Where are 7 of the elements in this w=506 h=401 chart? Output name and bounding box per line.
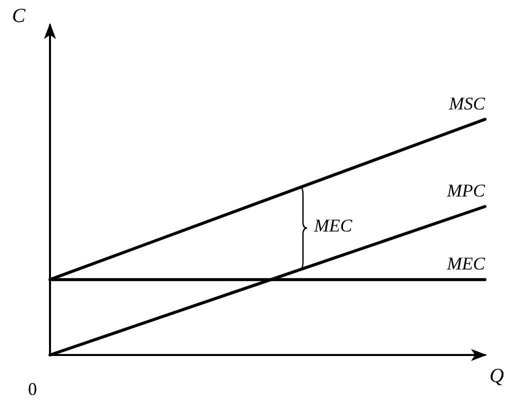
- series-label: MEC: [446, 254, 486, 274]
- annotation: MEC: [313, 216, 354, 236]
- series-label: MSC: [448, 93, 486, 114]
- y-axis-title: C: [12, 5, 26, 27]
- text: 0: [28, 379, 37, 399]
- x-axis-title: Q: [490, 365, 505, 387]
- series-label: MPC: [446, 180, 486, 200]
